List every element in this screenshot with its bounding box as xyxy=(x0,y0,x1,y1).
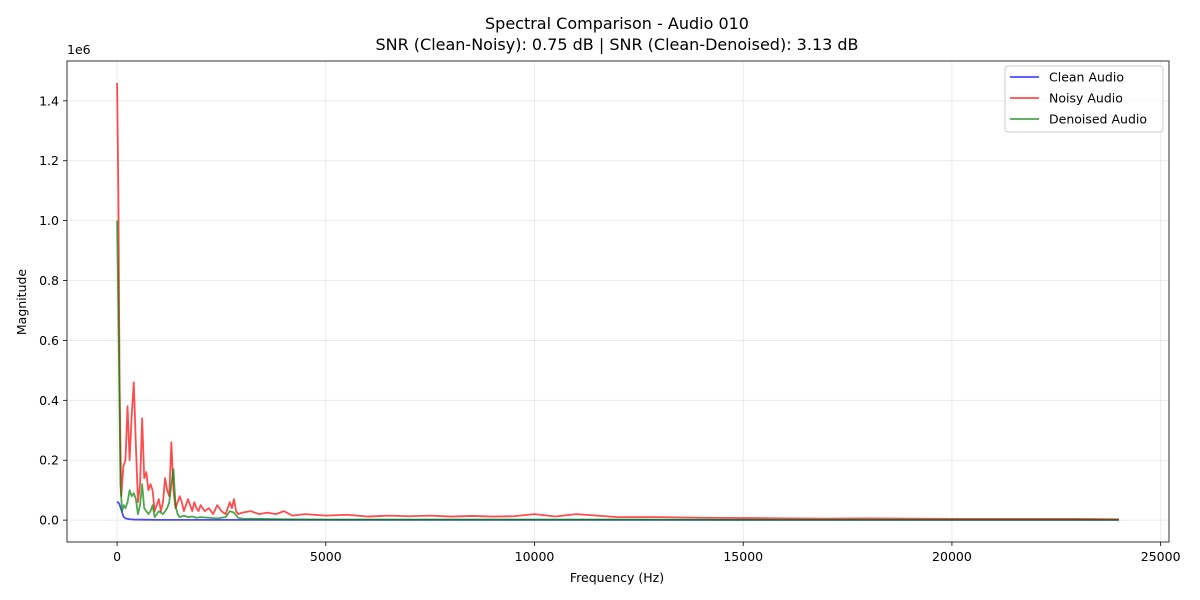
x-tick-label: 0 xyxy=(113,549,121,564)
legend-box xyxy=(1004,65,1164,133)
series-line-2 xyxy=(116,82,1119,521)
legend-label: Denoised Audio xyxy=(1049,112,1147,127)
x-tick-label: 10000 xyxy=(515,549,555,564)
y-tick-label: 1.4 xyxy=(39,93,59,108)
y-tick-label: 0.6 xyxy=(39,333,59,348)
series-line-3 xyxy=(116,220,1119,521)
x-tick-label: 25000 xyxy=(1141,549,1181,564)
plot-frame xyxy=(66,60,1170,543)
x-tick-label: 20000 xyxy=(932,549,972,564)
y-tick-label: 0.4 xyxy=(39,393,59,408)
legend-label: Noisy Audio xyxy=(1049,91,1123,106)
x-tick-label: 5000 xyxy=(310,549,342,564)
y-axis-label: Magnitude xyxy=(14,269,29,336)
y-tick-label: 1.2 xyxy=(39,153,59,168)
y-tick-label: 0.8 xyxy=(39,273,59,288)
y-tick-label: 1.0 xyxy=(39,213,59,228)
y-tick-label: 0.2 xyxy=(39,453,59,468)
x-tick-label: 15000 xyxy=(723,549,763,564)
legend-label: Clean Audio xyxy=(1049,70,1124,85)
chart-title: Spectral Comparison - Audio 010 xyxy=(485,14,749,33)
x-axis-label: Frequency (Hz) xyxy=(570,570,664,585)
y-tick-label: 0.0 xyxy=(39,513,59,528)
y-offset-label: 1e6 xyxy=(67,42,91,57)
chart-subtitle: SNR (Clean-Noisy): 0.75 dB | SNR (Clean-… xyxy=(375,35,858,54)
